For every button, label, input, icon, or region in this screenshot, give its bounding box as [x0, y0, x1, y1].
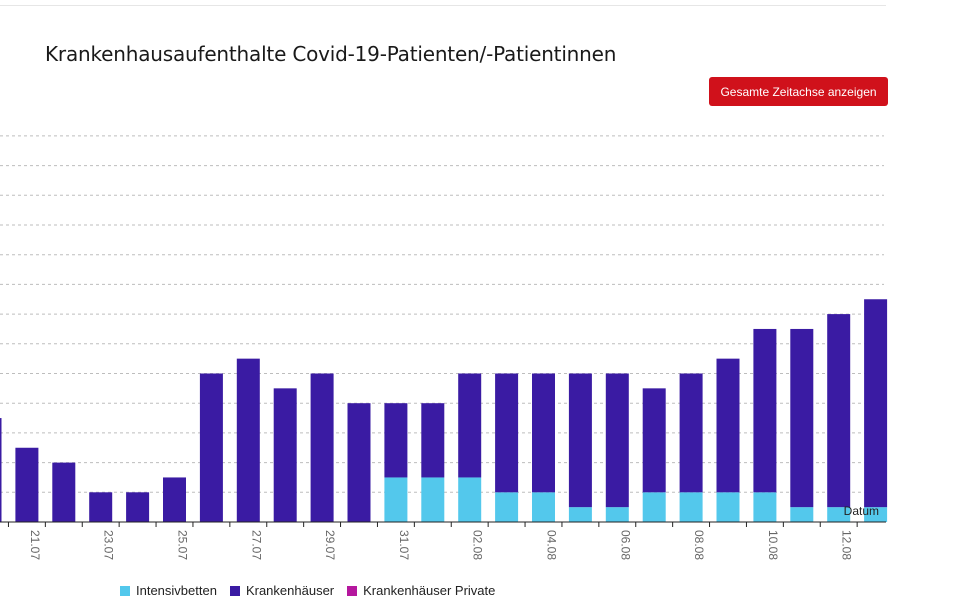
bar-intensivbetten[interactable] — [421, 477, 445, 522]
bar-intensivbetten[interactable] — [827, 507, 851, 522]
x-tick-label: 02.08 — [471, 530, 485, 560]
x-tick-label: 04.08 — [545, 530, 559, 560]
x-tick-label: 23.07 — [102, 530, 116, 560]
top-divider — [0, 5, 886, 6]
legend-label: Krankenhäuser — [245, 583, 335, 598]
x-tick-label: 06.08 — [618, 530, 632, 560]
legend-label: Intensivbetten — [136, 583, 217, 598]
bar-intensivbetten[interactable] — [753, 492, 777, 522]
bar-krankenh-user[interactable] — [753, 328, 777, 493]
bar-krankenh-user[interactable] — [384, 403, 408, 478]
legend-swatch — [120, 585, 130, 596]
x-tick-label: 10.08 — [766, 530, 780, 560]
legend-label: Krankenhäuser Private — [363, 583, 496, 598]
bar-intensivbetten[interactable] — [605, 507, 629, 522]
bar-krankenh-user[interactable] — [236, 358, 260, 522]
bar-intensivbetten[interactable] — [864, 507, 888, 522]
bar-intensivbetten[interactable] — [495, 492, 519, 522]
bar-krankenh-user[interactable] — [679, 373, 703, 493]
bar-krankenh-user[interactable] — [0, 418, 2, 522]
bar-krankenh-user[interactable] — [126, 492, 150, 522]
x-axis-label: Datum — [844, 504, 879, 518]
bar-krankenh-user[interactable] — [199, 373, 223, 523]
bar-krankenh-user[interactable] — [864, 299, 888, 508]
bar-krankenh-user[interactable] — [827, 314, 851, 508]
bar-krankenh-user[interactable] — [642, 388, 666, 493]
chart-title: Krankenhausaufenthalte Covid-19-Patiente… — [45, 42, 617, 66]
bar-krankenh-user[interactable] — [347, 403, 371, 522]
bar-intensivbetten[interactable] — [384, 477, 408, 522]
x-tick-label: 31.07 — [397, 530, 411, 560]
bar-krankenh-user[interactable] — [163, 477, 186, 522]
bar-krankenh-user[interactable] — [495, 373, 519, 493]
bar-krankenh-user[interactable] — [52, 462, 76, 522]
bar-krankenh-user[interactable] — [310, 373, 334, 523]
bar-krankenh-user[interactable] — [89, 492, 113, 522]
bar-krankenh-user[interactable] — [790, 328, 814, 508]
legend-item[interactable]: Krankenhäuser — [229, 583, 335, 598]
bar-intensivbetten[interactable] — [716, 492, 740, 522]
bar-krankenh-user[interactable] — [605, 373, 629, 508]
show-full-timeline-button[interactable]: Gesamte Zeitachse anzeigen — [709, 77, 888, 106]
bar-krankenh-user[interactable] — [273, 388, 297, 522]
bar-intensivbetten[interactable] — [568, 507, 592, 522]
x-tick-label: 08.08 — [692, 530, 706, 560]
bar-intensivbetten[interactable] — [679, 492, 703, 522]
x-tick-label: 12.08 — [840, 530, 854, 560]
x-tick-label: 21.07 — [28, 530, 42, 560]
bar-krankenh-user[interactable] — [716, 358, 740, 493]
bar-intensivbetten[interactable] — [790, 507, 814, 522]
legend-swatch — [347, 585, 358, 596]
legend-item[interactable]: Intensivbetten — [120, 583, 217, 598]
chart-legend: Intensivbetten Krankenhäuser Krankenhäuser… — [120, 583, 508, 598]
bar-intensivbetten[interactable] — [532, 492, 555, 522]
bar-intensivbetten[interactable] — [458, 477, 482, 522]
legend-swatch — [229, 585, 240, 596]
bar-krankenh-user[interactable] — [532, 373, 555, 493]
bar-krankenh-user[interactable] — [458, 373, 482, 478]
x-tick-label: 29.07 — [323, 530, 337, 560]
bar-krankenh-user[interactable] — [421, 403, 445, 478]
x-tick-label: 27.07 — [249, 530, 263, 560]
x-tick-label: 25.07 — [176, 530, 190, 560]
bar-krankenh-user[interactable] — [568, 373, 592, 508]
bar-krankenh-user[interactable] — [15, 447, 39, 522]
legend-item[interactable]: Krankenhäuser Private — [347, 583, 495, 598]
bar-intensivbetten[interactable] — [642, 492, 666, 522]
